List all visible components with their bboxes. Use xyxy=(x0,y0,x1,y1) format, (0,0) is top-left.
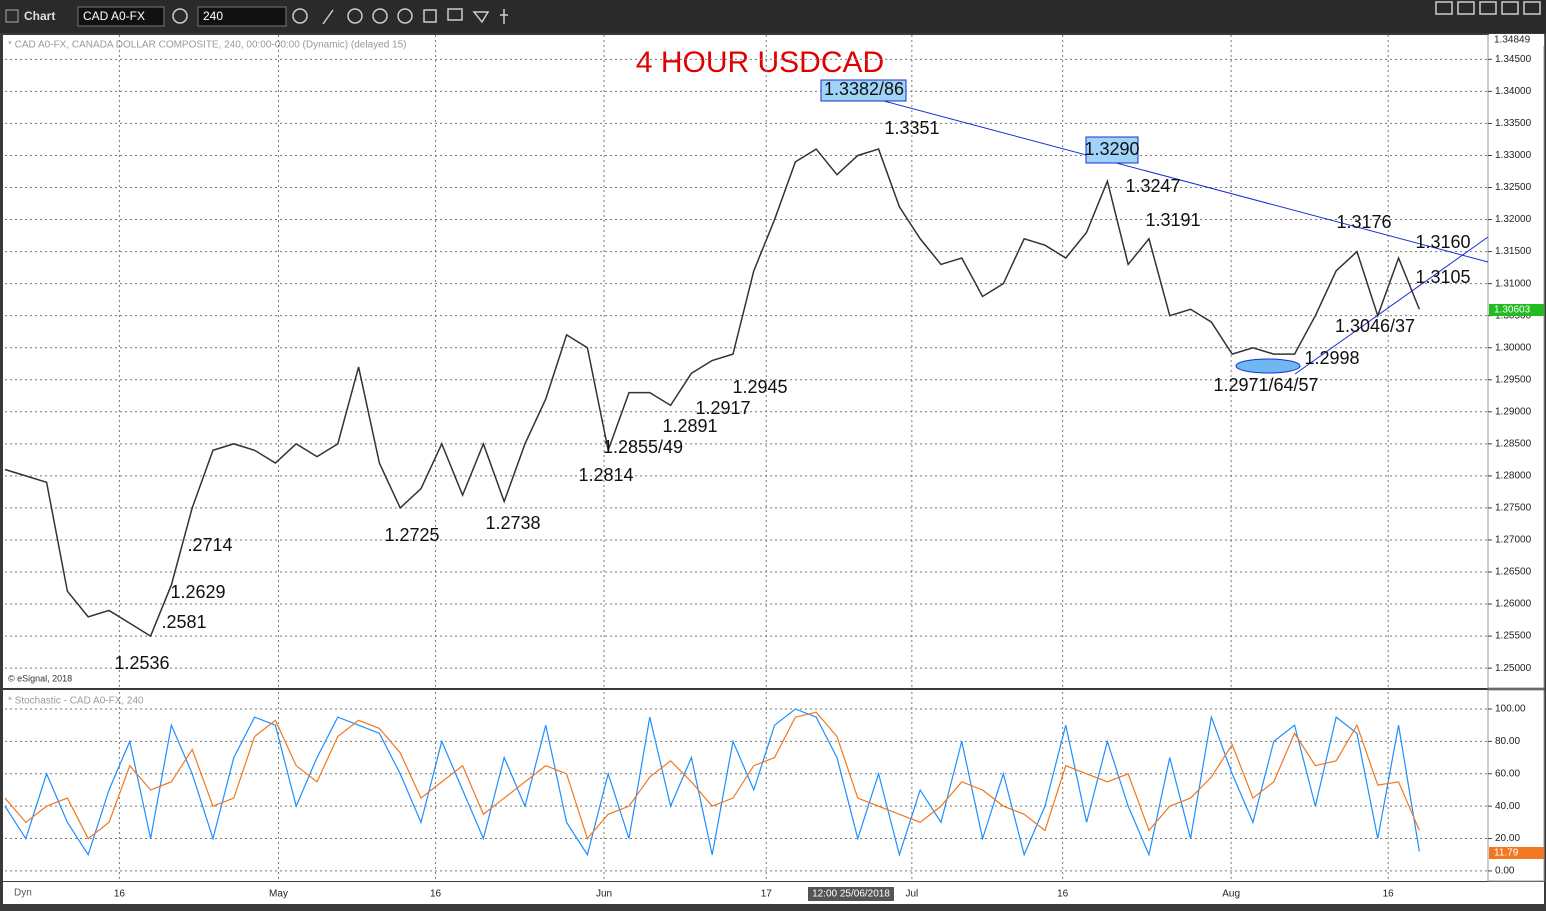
trend-line xyxy=(879,99,1489,263)
subtitle: * CAD A0-FX, CANADA DOLLAR COMPOSITE, 24… xyxy=(8,40,407,51)
x-tick-label: 16 xyxy=(1383,889,1395,900)
annotation: 1.2814 xyxy=(578,465,633,485)
y-tick-label: 1.34500 xyxy=(1495,54,1532,65)
chart-icon xyxy=(5,9,19,23)
x-tick-label: 16 xyxy=(430,889,442,900)
series-line xyxy=(4,708,1420,857)
annotation: 1.2855/49 xyxy=(603,437,683,457)
x-tick-label: 17 xyxy=(761,889,773,900)
y-tick-label: 1.26500 xyxy=(1495,567,1532,578)
interval[interactable]: 240 xyxy=(203,9,223,23)
annotation: 1.3290 xyxy=(1084,139,1139,159)
stoch-panel xyxy=(3,690,1488,881)
y-tick-label: 60.00 xyxy=(1495,768,1520,779)
highlight xyxy=(1235,358,1301,374)
y-tick-label: 1.28500 xyxy=(1495,438,1532,449)
y-tick-label: 1.32000 xyxy=(1495,214,1532,225)
high-tag-bg xyxy=(1489,34,1544,46)
credit: © eSignal, 2018 xyxy=(8,673,72,683)
high-tag: 1.34849 xyxy=(1494,35,1531,46)
annotation: 1.3176 xyxy=(1336,212,1391,232)
x-tick-label: Jul xyxy=(905,889,918,900)
highlight xyxy=(820,79,907,102)
annotation: 1.2891 xyxy=(662,416,717,436)
y-tick-label: 1.27500 xyxy=(1495,503,1532,514)
x-tick-label: 16 xyxy=(1057,889,1069,900)
y-tick-label: 1.25000 xyxy=(1495,663,1532,674)
annotation: 1.3046/37 xyxy=(1335,316,1415,336)
y-tick-label: 1.32500 xyxy=(1495,182,1532,193)
price-tag: 1.30603 xyxy=(1494,305,1531,316)
x-tick-label: Aug xyxy=(1222,889,1240,900)
y-tick-label: 80.00 xyxy=(1495,736,1520,747)
annotation: 1.2536 xyxy=(114,653,169,673)
annotation: 1.2629 xyxy=(170,582,225,602)
crosshair-label: 12:00 25/06/2018 xyxy=(812,889,890,900)
y-tick-label: 0.00 xyxy=(1495,866,1515,877)
y-tick-label: 1.33000 xyxy=(1495,150,1532,161)
price-panel xyxy=(3,35,1488,688)
y-tick-label: 1.33500 xyxy=(1495,118,1532,129)
y-tick-label: 20.00 xyxy=(1495,833,1520,844)
annotation: 1.3160 xyxy=(1415,232,1470,252)
stoch-tag: 11.79 xyxy=(1494,848,1519,859)
y-tick-label: 100.00 xyxy=(1495,704,1526,715)
interval-box[interactable] xyxy=(197,6,287,27)
mode[interactable]: Dyn xyxy=(14,888,32,899)
symbol[interactable]: CAD A0-FX xyxy=(83,9,145,23)
toolbar-title: Chart xyxy=(24,9,55,23)
annotation: 1.3105 xyxy=(1415,267,1470,287)
y-tick-label: 1.28000 xyxy=(1495,471,1532,482)
annotation: .2581 xyxy=(161,612,206,632)
time-axis xyxy=(3,882,1544,904)
y-tick-label: 1.30000 xyxy=(1495,342,1532,353)
price-tag-bg xyxy=(1489,304,1544,316)
y-tick-label: 1.26000 xyxy=(1495,599,1532,610)
y-tick-label: 1.34000 xyxy=(1495,86,1532,97)
annotation: 1.2945 xyxy=(732,377,787,397)
y-tick-label: 1.29500 xyxy=(1495,374,1532,385)
x-tick-label: 16 xyxy=(114,889,126,900)
stoch-title: * Stochastic - CAD A0-FX, 240 xyxy=(8,696,144,707)
stoch-tag-bg xyxy=(1489,847,1544,859)
series-line xyxy=(4,148,1421,638)
annotation: 1.2998 xyxy=(1304,348,1359,368)
chart-title: 4 HOUR USDCAD xyxy=(636,46,884,79)
y-tick-label: 1.25500 xyxy=(1495,631,1532,642)
annotation: 1.3351 xyxy=(884,118,939,138)
annotation: .2714 xyxy=(187,535,232,555)
series-line xyxy=(4,711,1420,840)
annotation: 1.2971/64/57 xyxy=(1213,375,1318,395)
annotation: 1.3382/86 xyxy=(824,79,904,99)
toolbar-icons[interactable] xyxy=(172,1,1541,25)
x-tick-label: May xyxy=(269,889,288,900)
annotation: 1.2917 xyxy=(695,398,750,418)
price-axis xyxy=(1487,34,1545,689)
annotation: 1.2738 xyxy=(485,513,540,533)
y-tick-label: 1.29000 xyxy=(1495,406,1532,417)
symbol-box[interactable] xyxy=(77,6,165,27)
y-tick-label: 1.27000 xyxy=(1495,535,1532,546)
trend-line xyxy=(1294,236,1489,375)
y-tick-label: 1.31000 xyxy=(1495,278,1532,289)
y-tick-label: 1.31500 xyxy=(1495,246,1532,257)
annotation: 1.3191 xyxy=(1145,210,1200,230)
x-tick-label: Jun xyxy=(596,889,612,900)
annotation: 1.3247 xyxy=(1125,176,1180,196)
highlight xyxy=(1085,136,1139,164)
y-tick-label: 40.00 xyxy=(1495,801,1520,812)
crosshair-bg xyxy=(808,887,894,901)
annotation: 1.2725 xyxy=(384,525,439,545)
